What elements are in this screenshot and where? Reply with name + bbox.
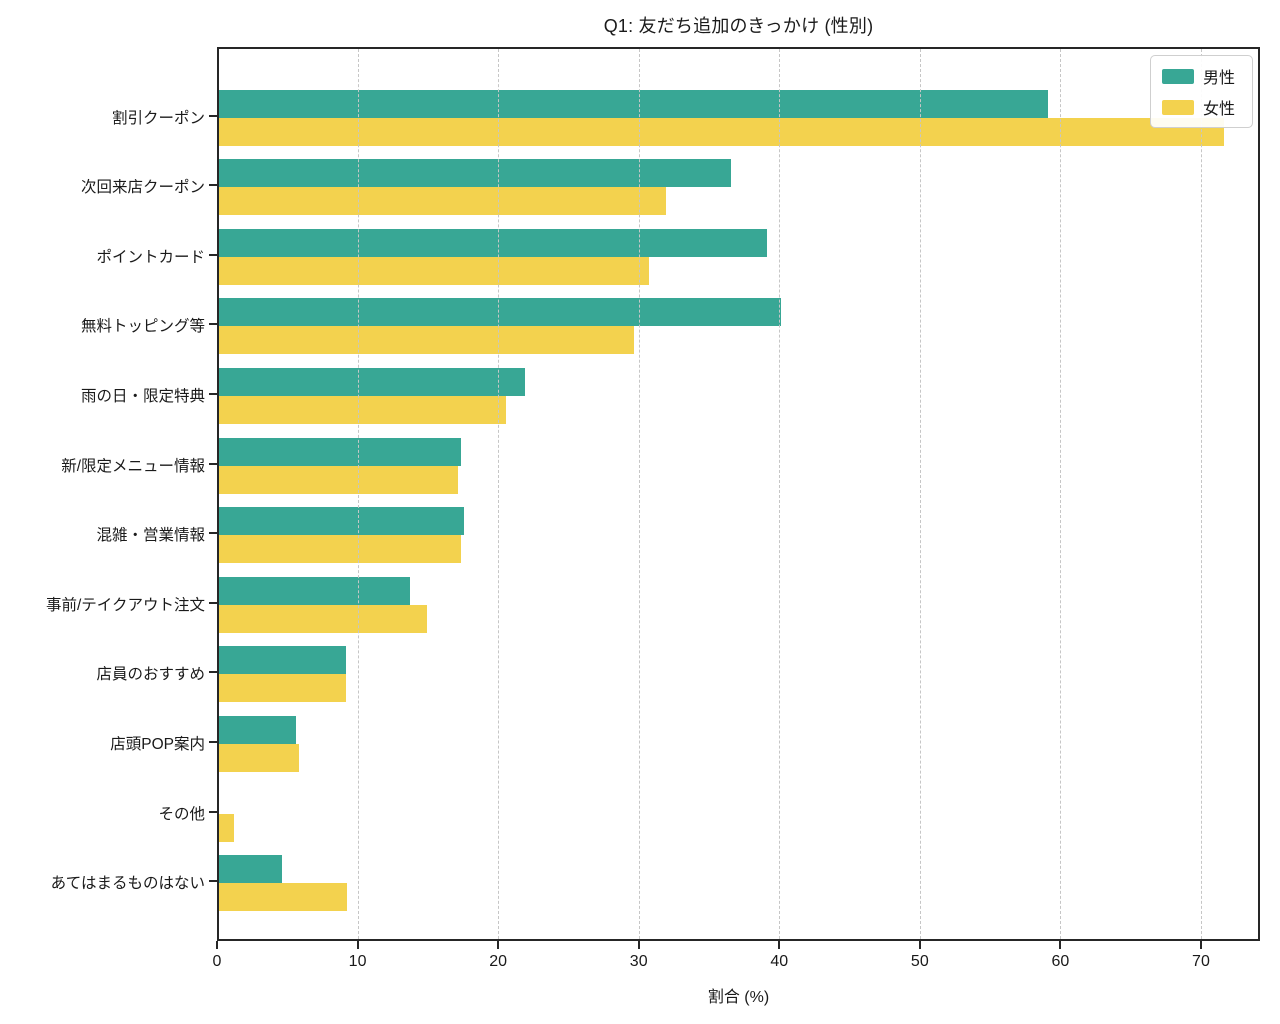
x-tick-label-30: 30: [629, 953, 648, 970]
x-axis-label: 割合 (%): [707, 989, 770, 1006]
y-tick-label-7: 事前/テイクアウト注文: [46, 596, 205, 614]
x-tick-20: [497, 941, 500, 949]
bar-series0-cat6: [219, 507, 464, 536]
bar-series0-cat7: [219, 576, 411, 605]
grid-layer: [219, 49, 1258, 939]
x-tick-10: [356, 941, 359, 949]
x-tick-60: [1059, 941, 1062, 949]
gridline-50: [919, 49, 921, 939]
bar-series0-cat1: [219, 159, 731, 188]
bar-series1-cat10: [219, 813, 235, 842]
gridline-20: [498, 49, 500, 939]
x-tick-label-20: 20: [489, 953, 508, 970]
legend: 男性 女性: [1150, 55, 1253, 128]
x-tick-label-0: 0: [212, 953, 222, 970]
y-tick-0: [209, 114, 217, 117]
legend-label-1: 女性: [1203, 101, 1236, 118]
bars-layer: [219, 49, 1258, 939]
y-tick-5: [209, 462, 217, 465]
bar-series1-cat1: [219, 187, 666, 216]
y-tick-label-9: 店頭POP案内: [110, 735, 205, 753]
legend-swatch-icon: [1162, 68, 1194, 84]
x-tick-0: [216, 941, 218, 949]
bar-series0-cat5: [219, 437, 461, 466]
bar-series0-cat9: [219, 715, 297, 744]
bar-series1-cat8: [219, 674, 346, 703]
y-tick-label-2: ポイントカード: [96, 248, 205, 266]
bar-series1-cat11: [219, 883, 347, 912]
y-tick-2: [209, 253, 217, 256]
y-tick-label-8: 店員のおすすめ: [96, 666, 205, 684]
y-tick-6: [209, 532, 217, 535]
y-tick-label-4: 雨の日・限定特典: [80, 387, 205, 405]
y-tick-1: [209, 184, 217, 187]
y-tick-8: [209, 671, 217, 674]
x-tick-label-50: 50: [910, 953, 929, 970]
bar-series1-cat2: [219, 256, 650, 285]
y-tick-label-10: その他: [158, 805, 205, 823]
chart-title: Q1: 友だち追加のきっかけ (性別): [603, 16, 874, 36]
gridline-60: [1060, 49, 1062, 939]
bar-series1-cat9: [219, 743, 300, 772]
bar-series1-cat3: [219, 326, 634, 355]
y-tick-7: [209, 601, 217, 604]
gridline-30: [638, 49, 640, 939]
bar-series0-cat0: [219, 89, 1049, 118]
plot-area: [217, 47, 1260, 941]
legend-swatch-icon: [1162, 99, 1194, 115]
x-tick-label-70: 70: [1192, 953, 1210, 970]
y-tick-10: [209, 810, 217, 813]
gridline-40: [779, 49, 781, 939]
y-tick-label-6: 混雑・営業情報: [96, 527, 205, 545]
x-tick-label-60: 60: [1051, 953, 1070, 970]
legend-item-0: 男性: [1162, 64, 1241, 88]
x-tick-70: [1199, 941, 1202, 949]
x-tick-40: [778, 941, 781, 949]
x-tick-label-40: 40: [770, 953, 789, 970]
gridline-10: [357, 49, 359, 939]
bar-series0-cat11: [219, 855, 283, 884]
x-tick-50: [918, 941, 921, 949]
y-tick-label-1: 次回来店クーポン: [80, 179, 205, 197]
bar-series0-cat3: [219, 298, 782, 327]
bar-series0-cat4: [219, 367, 526, 396]
y-tick-3: [209, 323, 217, 326]
bar-series1-cat6: [219, 535, 461, 564]
gridline-70: [1200, 49, 1202, 939]
x-tick-label-10: 10: [348, 953, 367, 970]
y-tick-9: [209, 740, 217, 743]
bar-series1-cat7: [219, 604, 428, 633]
y-tick-4: [209, 392, 217, 395]
y-tick-label-11: あてはまるものはない: [50, 875, 205, 893]
y-tick-label-0: 割引クーポン: [111, 109, 205, 127]
bar-series1-cat5: [219, 465, 458, 494]
bar-series1-cat0: [219, 117, 1225, 146]
y-tick-11: [209, 880, 217, 883]
bar-series0-cat2: [219, 228, 768, 257]
y-tick-label-3: 無料トッピング等: [80, 318, 205, 336]
bar-series0-cat8: [219, 646, 346, 675]
legend-item-1: 女性: [1162, 95, 1241, 119]
bar-series1-cat4: [219, 395, 506, 424]
legend-label-0: 男性: [1203, 70, 1236, 87]
y-tick-label-5: 新/限定メニュー情報: [61, 457, 205, 475]
x-tick-30: [637, 941, 640, 949]
